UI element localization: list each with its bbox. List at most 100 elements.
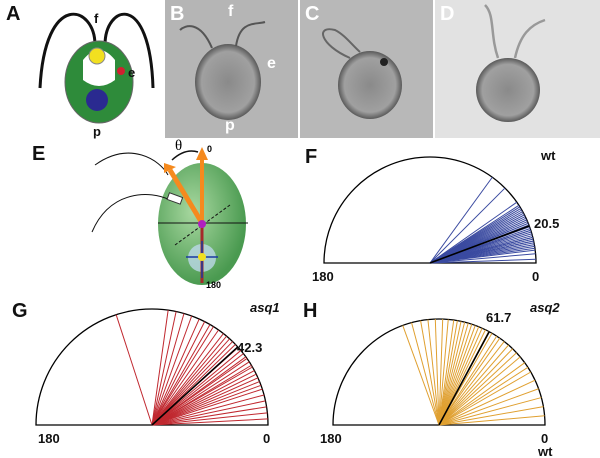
panel-label-c: C xyxy=(305,3,319,25)
mean-label: 61.7 xyxy=(486,310,511,325)
angle-line xyxy=(438,341,505,426)
angle-line xyxy=(151,311,177,426)
angle-line xyxy=(151,406,267,426)
panel-c-micrograph: C xyxy=(300,0,433,138)
theta-label: θ xyxy=(175,138,182,154)
pyrenoid xyxy=(86,89,108,111)
angle-line xyxy=(438,335,498,426)
angle-line xyxy=(438,397,542,426)
label-p: p xyxy=(225,117,235,134)
flagellar-arrow xyxy=(167,168,205,225)
semicircle-axis xyxy=(332,318,546,426)
angle-line xyxy=(151,341,233,426)
flagellum-right xyxy=(103,12,155,89)
nucleus xyxy=(88,47,106,65)
angle-line xyxy=(151,326,214,426)
angle-line xyxy=(438,319,455,426)
angle-line xyxy=(438,348,513,426)
flagellum-left xyxy=(38,12,97,89)
angle-line xyxy=(438,352,517,426)
angle-line xyxy=(427,319,440,426)
panel-a-schematic: A f e p xyxy=(6,3,155,139)
angle-line xyxy=(438,319,444,426)
angle-line xyxy=(438,321,462,426)
angle-line xyxy=(151,377,259,426)
genotype-label: asq2 xyxy=(530,300,560,315)
angle-line xyxy=(151,370,255,426)
label-f: f xyxy=(228,3,234,20)
angle-line xyxy=(438,366,529,426)
panel-label-h: H xyxy=(303,300,317,322)
panel-label-d: D xyxy=(440,3,454,25)
angle-line xyxy=(429,253,536,264)
angle-line xyxy=(438,362,526,426)
angle-line xyxy=(438,322,469,426)
panel-f-polar-plot: F wt 180 0 20.5 xyxy=(305,146,559,284)
semicircle-axis xyxy=(35,308,269,426)
angle-line xyxy=(151,358,248,426)
angle-line xyxy=(438,320,458,426)
mean-label: 20.5 xyxy=(534,216,559,231)
angle-line xyxy=(151,388,263,426)
angle-line xyxy=(438,415,545,426)
angle-line xyxy=(151,318,200,426)
angle-line xyxy=(151,353,244,426)
tick-0: 0 xyxy=(532,269,539,284)
angle-line xyxy=(151,366,253,426)
panel-label-b: B xyxy=(170,3,184,25)
angle-line xyxy=(429,187,506,264)
panel-h-polar-plot: H asq2 180 0 wt 61.7 xyxy=(303,300,560,458)
angle-line xyxy=(411,322,440,426)
panel-label-a: A xyxy=(6,3,20,25)
label-f: f xyxy=(94,11,99,26)
angle-line xyxy=(438,319,449,426)
angle-line xyxy=(151,381,260,426)
angle-line xyxy=(438,322,466,426)
mean-line xyxy=(438,331,490,426)
angle-line xyxy=(429,201,518,264)
angle-line xyxy=(438,326,480,426)
angle-line xyxy=(438,327,483,426)
angle-line xyxy=(151,384,262,426)
angle-line xyxy=(438,406,544,426)
tick-180: 180 xyxy=(312,269,334,284)
panel-e-diagram: E θ 0 180 xyxy=(32,138,248,290)
panel-b-micrograph: B f e p xyxy=(165,0,298,138)
angle-line xyxy=(151,329,219,426)
label-e: e xyxy=(128,65,135,80)
angle-line xyxy=(151,333,224,426)
angle-line xyxy=(438,324,473,426)
bottom-note: wt xyxy=(537,444,553,458)
tick-180: 180 xyxy=(38,431,60,446)
panel-label-e: E xyxy=(32,143,45,165)
angle-line xyxy=(438,379,536,426)
angle-line xyxy=(429,249,536,264)
panel-g-polar-plot: G asq1 180 0 42.3 xyxy=(12,300,280,446)
angle-line xyxy=(151,400,266,426)
panel-d-micrograph: D xyxy=(435,0,600,138)
angle-line xyxy=(429,258,536,264)
angle-line xyxy=(438,371,532,426)
angle-line xyxy=(151,310,169,426)
label-p: p xyxy=(93,124,101,139)
angle-line xyxy=(151,412,268,426)
angle-line xyxy=(151,373,257,426)
angle-line xyxy=(151,394,265,426)
angle-line xyxy=(115,314,153,426)
angle-line xyxy=(151,313,185,426)
angle-line xyxy=(151,361,250,426)
angle-line xyxy=(151,418,268,426)
mean-line xyxy=(429,225,530,264)
angle-line xyxy=(151,335,227,426)
genotype-label: wt xyxy=(540,148,556,163)
angle-line xyxy=(151,338,230,426)
angle-line xyxy=(151,315,193,426)
tick-0: 0 xyxy=(263,431,270,446)
label-e: e xyxy=(267,55,276,72)
angle-line xyxy=(434,319,440,426)
angle-line xyxy=(438,388,539,426)
angle-line xyxy=(402,325,440,426)
eyespot xyxy=(117,67,125,75)
